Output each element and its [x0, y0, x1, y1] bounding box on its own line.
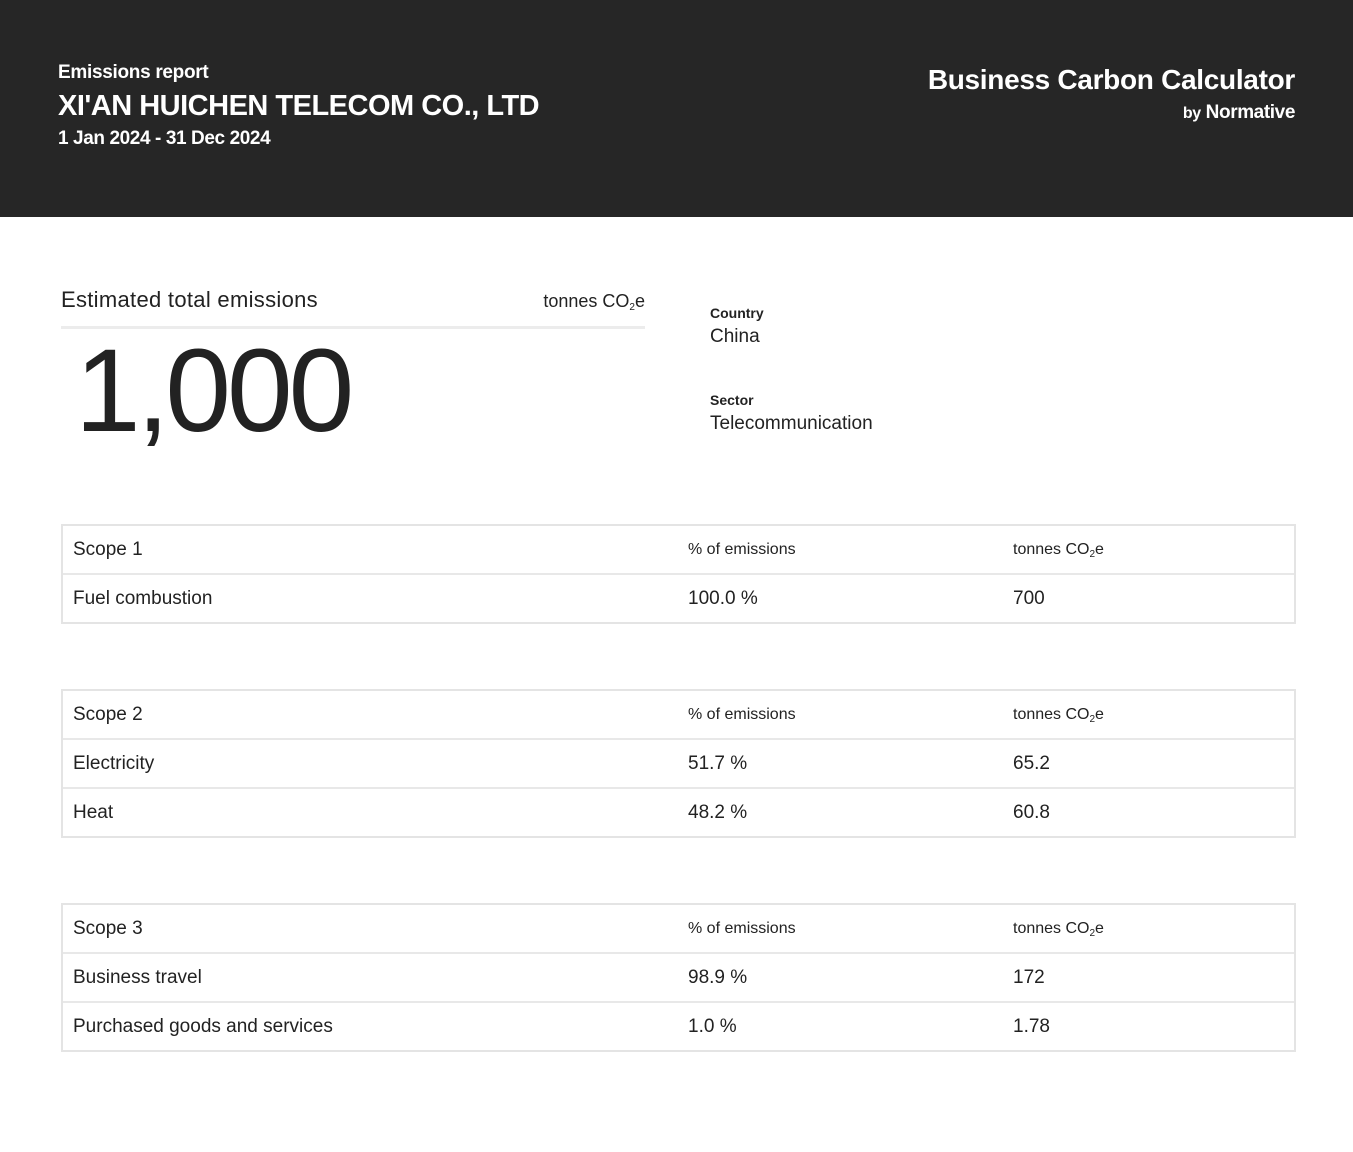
company-name: XI'AN HUICHEN TELECOM CO., LTD — [58, 90, 540, 122]
unit-subscript: 2 — [1089, 549, 1096, 560]
percent-column-header: % of emissions — [688, 706, 796, 723]
tonnes-column-header: tonnes CO2e — [1013, 691, 1104, 738]
table-header-row: Scope 3 % of emissions tonnes CO2e — [63, 905, 1294, 954]
category-cell: Heat — [73, 802, 114, 823]
table-row: Fuel combustion 100.0 % 700 — [63, 575, 1294, 622]
scope-2-table: Scope 2 % of emissions tonnes CO2e Elect… — [61, 689, 1296, 838]
total-emissions-title: Estimated total emissions — [61, 287, 318, 312]
table-row: Business travel 98.9 % 172 — [63, 954, 1294, 1003]
unit-suffix: e — [1095, 541, 1104, 558]
percent-cell: 100.0 % — [688, 588, 758, 609]
total-emissions-value: 1,000 — [75, 325, 354, 457]
unit-subscript: 2 — [1089, 928, 1096, 939]
tonnes-cell: 172 — [1013, 967, 1045, 988]
table-row: Electricity 51.7 % 65.2 — [63, 740, 1294, 789]
brand-byline: by Normative — [1183, 102, 1295, 124]
tonnes-cell: 1.78 — [1013, 1016, 1050, 1037]
unit-subscript: 2 — [629, 302, 635, 313]
scope-3-table: Scope 3 % of emissions tonnes CO2e Busin… — [61, 903, 1296, 1052]
unit-prefix: tonnes CO — [543, 291, 630, 311]
table-row: Purchased goods and services 1.0 % 1.78 — [63, 1003, 1294, 1050]
table-header-row: Scope 2 % of emissions tonnes CO2e — [63, 691, 1294, 740]
percent-cell: 1.0 % — [688, 1016, 737, 1037]
tonnes-column-header: tonnes CO2e — [1013, 526, 1104, 573]
total-emissions-unit: tonnes CO2e — [543, 291, 645, 313]
reporting-period: 1 Jan 2024 - 31 Dec 2024 — [58, 128, 271, 149]
unit-suffix: e — [634, 291, 645, 311]
percent-column-header: % of emissions — [688, 920, 796, 937]
unit-suffix: e — [1095, 706, 1104, 723]
percent-cell: 51.7 % — [688, 753, 748, 774]
unit-suffix: e — [1095, 920, 1104, 937]
category-cell: Fuel combustion — [73, 588, 213, 609]
sector-value: Telecommunication — [710, 413, 873, 434]
unit-prefix: tonnes CO — [1013, 706, 1090, 723]
scope-1-table: Scope 1 % of emissions tonnes CO2e Fuel … — [61, 524, 1296, 624]
tonnes-column-header: tonnes CO2e — [1013, 905, 1104, 952]
total-divider — [61, 326, 645, 329]
brand-name: Normative — [1205, 102, 1296, 123]
sector-label: Sector — [710, 392, 754, 408]
scope-title: Scope 2 — [73, 704, 143, 725]
brand-title: Business Carbon Calculator — [927, 64, 1295, 95]
percent-column-header: % of emissions — [688, 541, 796, 558]
table-row: Heat 48.2 % 60.8 — [63, 789, 1294, 836]
brand-by-text: by — [1182, 105, 1201, 122]
unit-prefix: tonnes CO — [1013, 920, 1090, 937]
category-cell: Business travel — [73, 967, 202, 988]
percent-cell: 98.9 % — [688, 967, 748, 988]
country-value: China — [710, 326, 760, 347]
scope-title: Scope 3 — [73, 918, 143, 939]
tonnes-cell: 60.8 — [1013, 802, 1050, 823]
category-cell: Purchased goods and services — [73, 1016, 333, 1037]
report-label: Emissions report — [58, 62, 209, 83]
unit-subscript: 2 — [1089, 714, 1096, 725]
report-header: Emissions report XI'AN HUICHEN TELECOM C… — [0, 0, 1353, 217]
tonnes-cell: 65.2 — [1013, 753, 1050, 774]
category-cell: Electricity — [73, 753, 155, 774]
unit-prefix: tonnes CO — [1013, 541, 1090, 558]
scope-title: Scope 1 — [73, 539, 143, 560]
country-label: Country — [710, 305, 764, 321]
table-header-row: Scope 1 % of emissions tonnes CO2e — [63, 526, 1294, 575]
percent-cell: 48.2 % — [688, 802, 748, 823]
tonnes-cell: 700 — [1013, 588, 1045, 609]
